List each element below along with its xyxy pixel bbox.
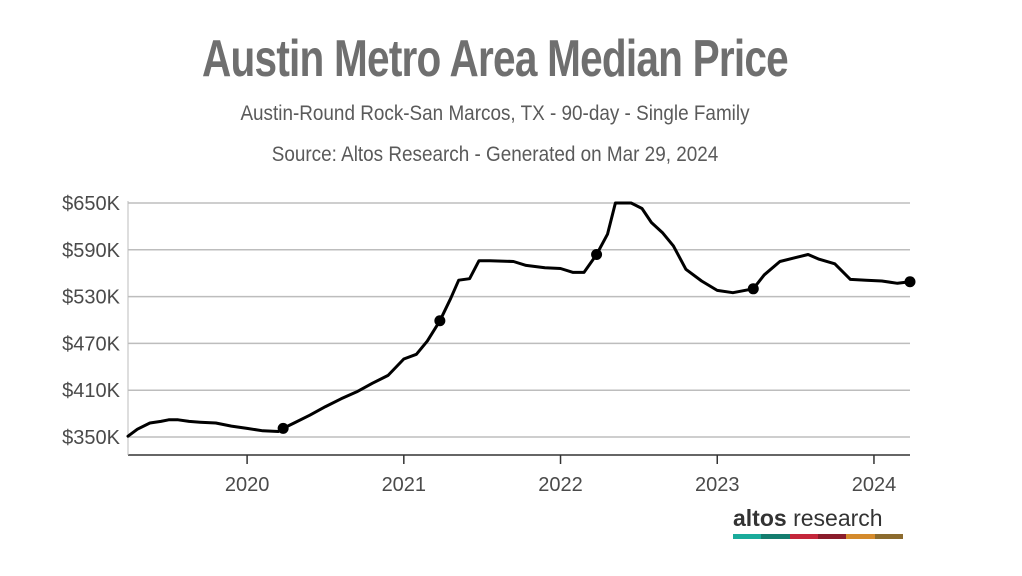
brand-word-altos: altos	[733, 505, 787, 531]
data-point-marker	[904, 276, 916, 288]
brand-color-segment	[761, 534, 790, 539]
chart-title: Austin Metro Area Median Price	[202, 30, 789, 88]
brand-color-segment	[817, 534, 847, 539]
data-point-marker	[434, 315, 446, 327]
chart-source: Source: Altos Research - Generated on Ma…	[271, 143, 719, 166]
x-tick-label: 2020	[225, 474, 270, 496]
brand-word-research: research	[793, 505, 883, 531]
y-tick-label: $350K	[62, 427, 120, 449]
y-tick-label: $470K	[62, 333, 120, 355]
y-axis: $350K $410K $470K $530K $590K $650K	[62, 193, 120, 449]
series-line-median-price	[126, 201, 912, 438]
data-point-marker	[591, 248, 603, 260]
brand-color-segment	[789, 534, 818, 539]
grid-layer	[128, 202, 910, 438]
brand-color-segment	[874, 534, 903, 539]
altos-research-logo: altos research	[733, 506, 903, 540]
chart-subtitle: Austin-Round Rock-San Marcos, TX - 90-da…	[240, 102, 750, 125]
data-point-marker	[747, 283, 759, 295]
data-point-marker	[277, 422, 289, 434]
x-tick-label: 2022	[538, 474, 583, 496]
brand-color-segment	[733, 534, 762, 539]
x-tick-label: 2024	[852, 474, 897, 496]
y-tick-label: $410K	[62, 380, 120, 402]
brand-color-bar	[733, 534, 903, 539]
brand-color-segment	[846, 534, 875, 539]
series-layer	[126, 201, 916, 438]
x-axis: 2020 2021 2022 2023 2024	[127, 201, 910, 496]
x-tick-label: 2021	[382, 474, 427, 496]
y-tick-label: $530K	[62, 287, 120, 309]
brand-wordmark: altos research	[733, 506, 903, 530]
y-tick-label: $650K	[62, 193, 120, 215]
x-tick-label: 2023	[695, 474, 740, 496]
y-tick-label: $590K	[62, 240, 120, 262]
